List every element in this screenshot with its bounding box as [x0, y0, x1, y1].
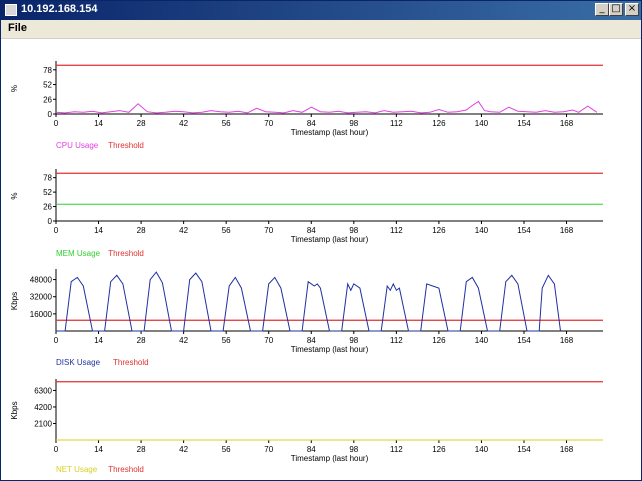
file-menu[interactable]: File [8, 22, 27, 34]
chart3-x-tick-label: 14 [94, 336, 103, 345]
chart1-x-tick-label: 42 [179, 119, 188, 128]
chart3-x-tick-label: 42 [179, 336, 188, 345]
chart4-y-label: Kbps [10, 401, 19, 419]
chart3-y-tick-label: 48000 [30, 276, 53, 285]
chart1-y-label: % [10, 85, 19, 92]
chart2-x-tick-label: 14 [94, 226, 103, 235]
chart1-y-tick-label: 52 [43, 81, 52, 90]
chart1-legend-item: CPU Usage [56, 141, 99, 150]
chart3-x-tick-label: 56 [222, 336, 231, 345]
chart1-x-tick-label: 98 [349, 119, 358, 128]
chart4-x-tick-label: 98 [349, 445, 358, 454]
chart3-x-tick-label: 70 [264, 336, 273, 345]
chart3-x-tick-label: 168 [560, 336, 574, 345]
chart1-x-tick-label: 14 [94, 119, 103, 128]
chart2-x-tick-label: 154 [517, 226, 531, 235]
chart4-x-tick-label: 154 [517, 445, 531, 454]
minimize-button[interactable]: _ [595, 3, 609, 16]
chart3-x-tick-label: 112 [390, 336, 403, 345]
chart3-series-line [56, 271, 561, 332]
chart3-y-label: Kbps [10, 292, 19, 310]
chart2-x-tick-label: 84 [307, 226, 316, 235]
chart2-x-label: Timestamp (last hour) [291, 235, 369, 244]
chart1-x-tick-label: 112 [390, 119, 403, 128]
chart3-x-tick-label: 28 [137, 336, 146, 345]
chart2-x-tick-label: 42 [179, 226, 188, 235]
chart4-x-label: Timestamp (last hour) [291, 454, 369, 463]
chart1-x-label: Timestamp (last hour) [291, 128, 369, 137]
chart3-x-tick-label: 140 [475, 336, 489, 345]
java-app-icon [5, 4, 17, 16]
chart2-x-tick-label: 0 [54, 226, 59, 235]
chart1-x-tick-label: 140 [475, 119, 489, 128]
chart3-x-tick-label: 154 [517, 336, 531, 345]
chart1-y-tick-label: 26 [43, 95, 52, 104]
chart4-y-tick-label: 6300 [34, 386, 52, 395]
chart4-x-tick-label: 56 [222, 445, 231, 454]
chart1-x-tick-label: 84 [307, 119, 316, 128]
chart3-x-tick-label: 84 [307, 336, 316, 345]
chart2-legend-item: MEM Usage [56, 249, 101, 258]
chart1-x-tick-label: 154 [517, 119, 531, 128]
chart2-y-label: % [10, 192, 19, 199]
chart2-x-tick-label: 56 [222, 226, 231, 235]
chart2-y-tick-label: 78 [43, 174, 52, 183]
chart1-legend-item: Threshold [108, 141, 144, 150]
chart2-x-tick-label: 126 [432, 226, 446, 235]
chart2-y-tick-label: 0 [48, 217, 53, 226]
chart1-y-tick-label: 0 [48, 110, 53, 119]
chart4-x-tick-label: 0 [54, 445, 59, 454]
close-button[interactable]: × [625, 3, 639, 16]
chart1-x-tick-label: 28 [137, 119, 146, 128]
chart3-y-tick-label: 32000 [30, 293, 53, 302]
chart4-x-tick-label: 112 [390, 445, 403, 454]
chart4-x-tick-label: 42 [179, 445, 188, 454]
chart3-x-tick-label: 126 [432, 336, 446, 345]
chart4-x-tick-label: 14 [94, 445, 103, 454]
chart1-y-tick-label: 78 [43, 66, 52, 75]
chart4-x-tick-label: 28 [137, 445, 146, 454]
chart2-x-tick-label: 70 [264, 226, 273, 235]
title-bar[interactable]: 10.192.168.154 _ □ × [1, 1, 641, 20]
menu-bar: File [1, 20, 641, 39]
chart3-y-tick-label: 16000 [30, 310, 53, 319]
chart1-x-tick-label: 0 [54, 119, 59, 128]
chart2-y-tick-label: 52 [43, 188, 52, 197]
chart1-x-tick-label: 56 [222, 119, 231, 128]
window-title: 10.192.168.154 [21, 3, 98, 15]
chart3-x-label: Timestamp (last hour) [291, 345, 369, 354]
chart2-x-tick-label: 28 [137, 226, 146, 235]
chart3-x-tick-label: 0 [54, 336, 59, 345]
chart4-x-tick-label: 168 [560, 445, 574, 454]
chart4-y-tick-label: 2100 [34, 419, 52, 428]
chart1-x-tick-label: 70 [264, 119, 273, 128]
chart4-x-tick-label: 84 [307, 445, 316, 454]
chart1-series-line [55, 100, 598, 114]
chart4-y-tick-label: 4200 [34, 403, 52, 412]
chart4-legend-item: NET Usage [56, 465, 98, 474]
maximize-button[interactable]: □ [609, 3, 623, 16]
chart2-x-tick-label: 112 [390, 226, 403, 235]
chart3-legend-item: Threshold [113, 358, 149, 367]
chart2-x-tick-label: 168 [560, 226, 574, 235]
chart2-legend-item: Threshold [108, 249, 144, 258]
chart2-x-tick-label: 140 [475, 226, 489, 235]
chart2-x-tick-label: 98 [349, 226, 358, 235]
chart2-y-tick-label: 26 [43, 203, 52, 212]
chart1-x-tick-label: 126 [432, 119, 446, 128]
charts-panel: % 0 26 52 78 0 14 28 42 56 70 84 98 112 126 140 154 168 Ti… [1, 39, 641, 480]
chart4-x-tick-label: 70 [264, 445, 273, 454]
chart3-legend-item: DISK Usage [56, 358, 101, 367]
chart1-x-tick-label: 168 [560, 119, 574, 128]
chart3-x-tick-label: 98 [349, 336, 358, 345]
chart4-x-tick-label: 140 [475, 445, 489, 454]
chart4-x-tick-label: 126 [432, 445, 446, 454]
chart4-legend-item: Threshold [108, 465, 144, 474]
